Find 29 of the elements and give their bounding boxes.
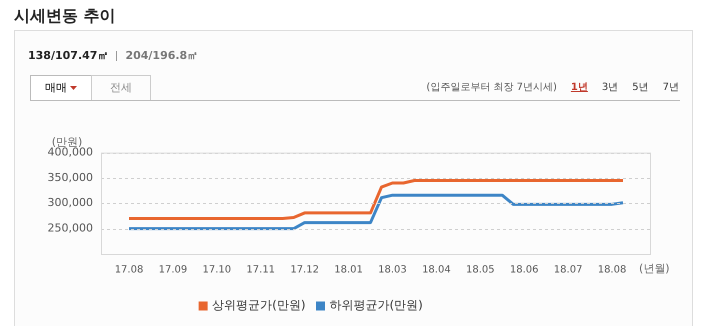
x-tick-label: 18.06 [510, 264, 539, 276]
y-tick-label: 350,000 [48, 170, 93, 184]
text: 5년 [632, 81, 649, 94]
x-tick-label: 18.05 [466, 264, 495, 276]
text: (입주일로부터 최장 7년시세) [426, 81, 557, 94]
x-tick-label: 17.12 [290, 264, 319, 276]
x-tick-label: 18.07 [554, 264, 582, 276]
x-tick-label: 17.08 [114, 264, 144, 276]
x-axis-title: (년월) [639, 262, 670, 275]
text: 7년 [662, 81, 679, 94]
y-axis-title: (만원) [52, 135, 82, 148]
text: 138/107.47㎡ [28, 49, 108, 62]
legend-label: 하위평균가(만원) [330, 298, 423, 312]
legend-label: 상위평균가(만원) [212, 298, 306, 312]
x-tick-label: 18.08 [598, 264, 626, 276]
x-tick-label: 17.09 [158, 264, 188, 276]
text: 매매 [30, 75, 92, 100]
x-tick-label: 18.03 [378, 264, 407, 276]
chart-title: 시세변동 추이 [14, 6, 116, 27]
text: 1년 [570, 81, 588, 94]
x-tick-label: 17.10 [202, 264, 232, 276]
text: 3년 [602, 81, 618, 94]
x-tick-label: 17.11 [246, 264, 276, 276]
x-tick-label: 18.04 [422, 264, 451, 276]
y-tick-label: 250,000 [48, 222, 93, 235]
y-tick-label: 300,000 [48, 196, 93, 210]
text: 204/196.8㎡ [125, 49, 198, 62]
x-tick-label: 18.01 [334, 264, 363, 276]
text: 전세 [91, 75, 151, 100]
